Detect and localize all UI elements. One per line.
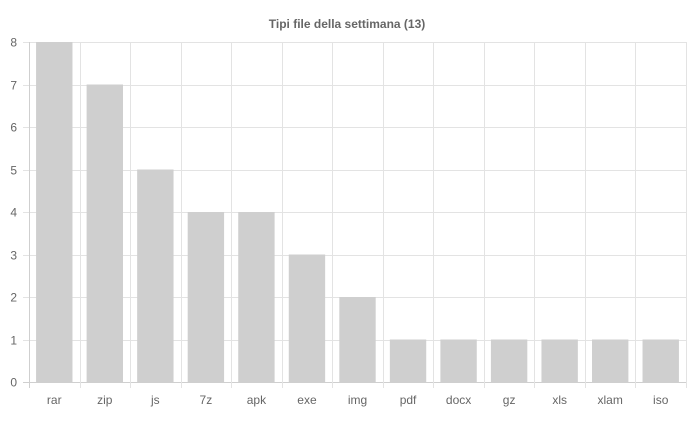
- grid-layer: [23, 42, 687, 388]
- x-tick-label: exe: [297, 393, 317, 407]
- x-tick-label: xlam: [598, 393, 623, 407]
- bar-js[interactable]: [137, 169, 174, 383]
- y-axis-ticks: 0 1 2 3 4 5 6 7 8: [10, 36, 17, 390]
- bar-pdf[interactable]: [389, 339, 427, 383]
- x-tick-label: rar: [47, 393, 62, 407]
- y-tick-label: 6: [10, 121, 17, 135]
- x-tick-label: iso: [653, 393, 669, 407]
- bar-img[interactable]: [339, 297, 376, 382]
- y-tick-label: 4: [10, 206, 17, 220]
- y-tick-label: 8: [10, 36, 17, 50]
- bar-xlam[interactable]: [592, 339, 629, 383]
- bar-docx[interactable]: [440, 339, 477, 383]
- bar-apk[interactable]: [238, 212, 275, 382]
- x-tick-label: docx: [446, 393, 471, 407]
- bar-exe[interactable]: [288, 254, 326, 383]
- y-tick-label: 5: [10, 164, 17, 178]
- y-tick-label: 3: [10, 249, 17, 263]
- bar-gz[interactable]: [490, 339, 528, 383]
- bar-iso[interactable]: [642, 339, 679, 383]
- bar-zip[interactable]: [86, 84, 123, 383]
- y-tick-label: 7: [10, 79, 17, 93]
- y-tick-label: 0: [10, 376, 17, 390]
- bar-7z[interactable]: [187, 212, 225, 382]
- x-tick-label: img: [348, 393, 367, 407]
- x-tick-label: xls: [552, 393, 567, 407]
- y-tick-label: 2: [10, 291, 17, 305]
- chart-title: Tipi file della settimana (13): [269, 17, 426, 31]
- bar-rar[interactable]: [36, 42, 73, 382]
- x-tick-label: zip: [97, 393, 113, 407]
- y-tick-label: 1: [10, 334, 17, 348]
- bar-layer: [36, 42, 679, 382]
- x-axis-ticks: rar zip js 7z apk exe img pdf docx gz xls xlam iso: [47, 393, 669, 407]
- x-tick-label: pdf: [400, 393, 417, 407]
- x-tick-label: gz: [503, 393, 516, 407]
- bar-xls[interactable]: [541, 339, 578, 383]
- x-tick-label: js: [150, 393, 160, 407]
- x-tick-label: 7z: [200, 393, 213, 407]
- x-tick-label: apk: [247, 393, 267, 407]
